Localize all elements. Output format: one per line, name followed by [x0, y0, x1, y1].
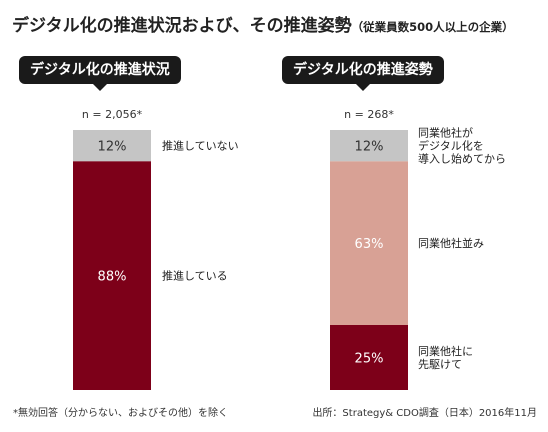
chart-1-bar-segment-2	[73, 130, 151, 162]
chart-2-category-label-2: 同業他社並み	[418, 236, 484, 250]
chart-2-bar-segment-1	[330, 325, 408, 390]
chart-1-value-label-2: 12%	[98, 140, 127, 155]
page-title-main: デジタル化の推進状況および、その推進姿勢	[12, 16, 352, 36]
chart-1-n-label: n = 2,056*	[82, 108, 143, 121]
chart-2-bar-segment-2	[330, 161, 408, 325]
page-title: デジタル化の推進状況および、その推進姿勢（従業員数500人以上の企業）	[12, 11, 514, 36]
chart-2-value-label-3: 12%	[355, 140, 384, 155]
chart-2-n-label: n = 268*	[344, 108, 394, 121]
source-note: 出所：Strategy& CDO調査（日本）2016年11月	[312, 408, 537, 419]
footnote-invalid-answers: *無効回答（分からない、およびその他）を除く	[13, 408, 228, 419]
chart-2-value-label-2: 63%	[355, 237, 384, 252]
chart-2-title: デジタル化の推進姿勢	[282, 56, 444, 91]
chart-1-value-label-1: 88%	[98, 270, 127, 285]
page-title-sub: （従業員数500人以上の企業）	[351, 20, 514, 34]
chart-1-category-label-2: 推進していない	[162, 139, 239, 153]
chart-2-category-label-1: 同業他社に先駆けて	[418, 344, 473, 371]
chart-2-category-label-3: 同業他社がデジタル化を導入し始めてから	[418, 126, 506, 166]
chart-2-value-label-1: 25%	[355, 352, 384, 367]
chart-1-category-label-1: 推進している	[162, 269, 228, 283]
chart-1-bar-segment-1	[73, 161, 151, 390]
chart-1-title: デジタル化の推進状況	[19, 56, 181, 91]
chart-2-bar-segment-3	[330, 130, 408, 162]
